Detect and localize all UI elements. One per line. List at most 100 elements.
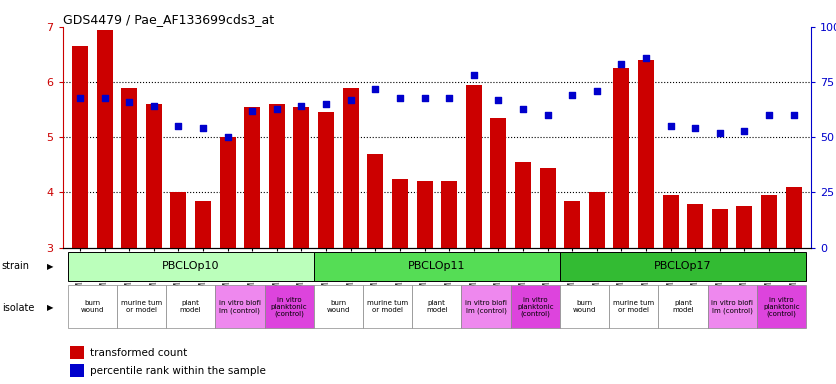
Bar bbox=[117, 285, 166, 328]
Text: murine tum
or model: murine tum or model bbox=[367, 300, 408, 313]
Bar bbox=[539, 168, 556, 384]
Point bbox=[664, 123, 677, 129]
Bar bbox=[121, 88, 137, 384]
Point bbox=[614, 61, 628, 68]
Point bbox=[393, 94, 406, 101]
Bar bbox=[416, 182, 432, 384]
Bar bbox=[757, 285, 806, 328]
Bar bbox=[314, 285, 363, 328]
Text: burn
wound: burn wound bbox=[80, 300, 104, 313]
Point bbox=[565, 92, 579, 98]
Bar bbox=[343, 88, 359, 384]
Point bbox=[344, 97, 357, 103]
Bar bbox=[363, 285, 412, 328]
Point bbox=[762, 112, 776, 118]
Text: PBCLOp10: PBCLOp10 bbox=[162, 261, 219, 271]
Bar bbox=[244, 107, 260, 384]
Text: plant
model: plant model bbox=[180, 300, 201, 313]
Bar bbox=[195, 201, 211, 384]
Bar bbox=[560, 285, 609, 328]
Point bbox=[319, 101, 333, 107]
Point bbox=[74, 94, 87, 101]
Bar bbox=[412, 285, 461, 328]
Bar bbox=[712, 209, 728, 384]
Text: strain: strain bbox=[2, 262, 29, 271]
Text: burn
wound: burn wound bbox=[327, 300, 350, 313]
Bar bbox=[293, 107, 309, 384]
Bar bbox=[761, 195, 777, 384]
Point bbox=[147, 103, 161, 109]
Point bbox=[246, 108, 259, 114]
Bar bbox=[614, 68, 630, 384]
Bar bbox=[609, 285, 658, 328]
Bar bbox=[166, 285, 216, 328]
Bar bbox=[589, 192, 604, 384]
Bar bbox=[511, 285, 560, 328]
Text: burn
wound: burn wound bbox=[573, 300, 596, 313]
Point bbox=[738, 127, 752, 134]
Bar bbox=[466, 85, 482, 384]
Text: murine tum
or model: murine tum or model bbox=[613, 300, 655, 313]
Point bbox=[689, 125, 702, 131]
Point bbox=[517, 106, 530, 112]
Point bbox=[369, 86, 382, 92]
Bar bbox=[269, 104, 285, 384]
Bar bbox=[68, 285, 117, 328]
Bar bbox=[491, 118, 507, 384]
Bar bbox=[96, 30, 113, 384]
Point bbox=[270, 106, 283, 112]
Point bbox=[418, 94, 431, 101]
Bar bbox=[687, 204, 703, 384]
Point bbox=[713, 130, 726, 136]
Bar bbox=[264, 285, 314, 328]
Text: in vitro biofi
lm (control): in vitro biofi lm (control) bbox=[219, 300, 261, 314]
Bar bbox=[658, 285, 707, 328]
Bar bbox=[560, 252, 806, 281]
Text: percentile rank within the sample: percentile rank within the sample bbox=[89, 366, 266, 376]
Bar bbox=[392, 179, 408, 384]
Bar bbox=[663, 195, 679, 384]
Text: GDS4479 / Pae_AF133699cds3_at: GDS4479 / Pae_AF133699cds3_at bbox=[63, 13, 274, 26]
Point bbox=[295, 103, 308, 109]
Bar bbox=[171, 192, 186, 384]
Point bbox=[196, 125, 210, 131]
Bar bbox=[318, 113, 334, 384]
Point bbox=[442, 94, 456, 101]
Text: in vitro biofi
lm (control): in vitro biofi lm (control) bbox=[465, 300, 507, 314]
Point bbox=[640, 55, 653, 61]
Text: murine tum
or model: murine tum or model bbox=[121, 300, 162, 313]
Point bbox=[590, 88, 604, 94]
Point bbox=[541, 112, 554, 118]
Bar bbox=[515, 162, 531, 384]
Text: in vitro
planktonic
(control): in vitro planktonic (control) bbox=[763, 296, 800, 317]
Text: ▶: ▶ bbox=[47, 303, 54, 313]
Point bbox=[787, 112, 800, 118]
Text: in vitro
planktonic
(control): in vitro planktonic (control) bbox=[271, 296, 308, 317]
Point bbox=[221, 134, 234, 141]
Point bbox=[98, 94, 111, 101]
Text: plant
model: plant model bbox=[426, 300, 447, 313]
Bar bbox=[441, 182, 457, 384]
Point bbox=[467, 73, 481, 79]
Bar bbox=[145, 104, 161, 384]
Point bbox=[171, 123, 185, 129]
Text: plant
model: plant model bbox=[672, 300, 694, 313]
Text: ▶: ▶ bbox=[47, 262, 54, 271]
Bar bbox=[70, 364, 84, 377]
Text: in vitro biofi
lm (control): in vitro biofi lm (control) bbox=[711, 300, 753, 314]
Text: PBCLOp17: PBCLOp17 bbox=[654, 261, 711, 271]
Point bbox=[122, 99, 135, 105]
Bar bbox=[707, 285, 757, 328]
Text: in vitro
planktonic
(control): in vitro planktonic (control) bbox=[517, 296, 553, 317]
Bar bbox=[72, 46, 88, 384]
Text: isolate: isolate bbox=[2, 303, 34, 313]
Bar bbox=[70, 346, 84, 359]
Point bbox=[492, 97, 505, 103]
Bar bbox=[367, 154, 383, 384]
Bar bbox=[786, 187, 802, 384]
Bar bbox=[564, 201, 580, 384]
Bar bbox=[220, 137, 236, 384]
Bar bbox=[461, 285, 511, 328]
Text: PBCLOp11: PBCLOp11 bbox=[408, 261, 466, 271]
Bar bbox=[314, 252, 560, 281]
